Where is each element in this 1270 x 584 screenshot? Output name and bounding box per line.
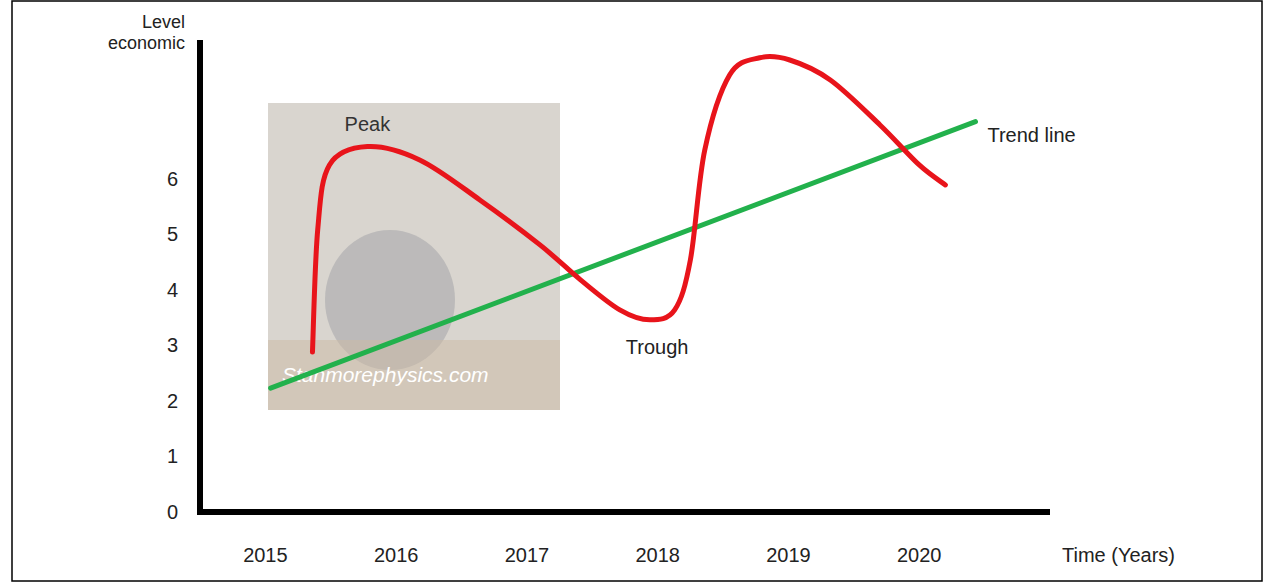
frame xyxy=(12,1,1262,581)
series-end-label: Trend line xyxy=(987,124,1075,146)
y-tick-label: 1 xyxy=(167,445,178,467)
watermark: Stanmorephysics.com xyxy=(268,103,560,410)
x-tick-label: 2015 xyxy=(243,544,288,566)
x-tick-label: 2016 xyxy=(374,544,419,566)
y-tick-label: 2 xyxy=(167,390,178,412)
series-line xyxy=(312,56,945,352)
x-tick-label: 2019 xyxy=(766,544,811,566)
y-tick-label: 6 xyxy=(167,168,178,190)
y-axis-title-line: economic xyxy=(108,33,185,53)
x-axis-title: Time (Years) xyxy=(1062,544,1175,566)
x-tick-label: 2020 xyxy=(897,544,942,566)
chart: Stanmorephysics.com 0 1 2 3 4 5 6 2015 2016 2017 20… xyxy=(0,0,1270,584)
y-axis xyxy=(197,40,203,515)
series-line xyxy=(271,122,976,389)
y-tick-label: 5 xyxy=(167,223,178,245)
plot-area xyxy=(271,56,976,388)
watermark-panel xyxy=(268,103,560,410)
x-axis xyxy=(197,509,1050,515)
y-axis-title: Leveleconomic xyxy=(108,12,185,53)
annotation: Trough xyxy=(626,336,689,358)
y-tick-label: 0 xyxy=(167,501,178,523)
annotation: Peak xyxy=(345,113,392,135)
x-tick-label: 2017 xyxy=(505,544,550,566)
y-axis-title-line: Level xyxy=(142,12,185,32)
y-tick-label: 3 xyxy=(167,334,178,356)
x-tick-label: 2018 xyxy=(635,544,680,566)
y-tick-label: 4 xyxy=(167,279,178,301)
